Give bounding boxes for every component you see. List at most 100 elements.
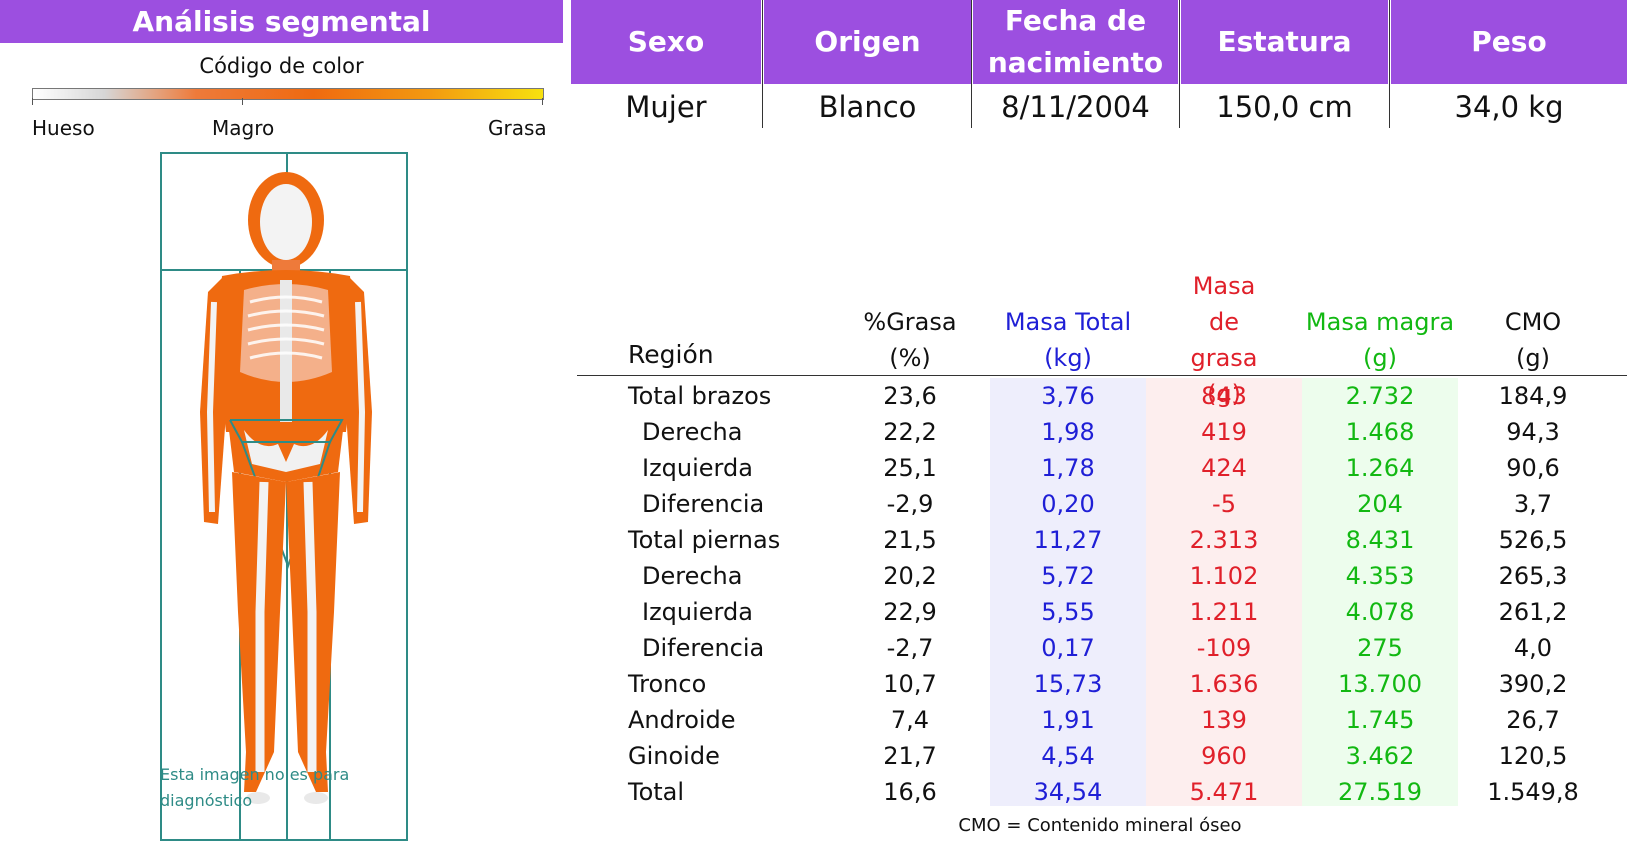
row-cell: 1.211 — [1189, 598, 1259, 626]
scale-tick — [242, 98, 243, 105]
footnote: CMO = Contenido mineral óseo — [958, 815, 1242, 836]
row-region-label: Izquierda — [642, 454, 753, 482]
table-row: Derecha 20,2 5,72 1.102 4.353 265,3 — [0, 558, 1627, 594]
row-cell: 1.549,8 — [1487, 778, 1579, 806]
table-row: Derecha 22,2 1,98 419 1.468 94,3 — [0, 414, 1627, 450]
row-cell: 21,7 — [883, 742, 937, 770]
row-region-label: Izquierda — [642, 598, 753, 626]
row-cell: 184,9 — [1498, 382, 1568, 410]
table-row: Androide 7,4 1,91 139 1.745 26,7 — [0, 702, 1627, 738]
row-cell: 2.732 — [1345, 382, 1415, 410]
row-cell: 265,3 — [1498, 562, 1568, 590]
row-cell: -2,7 — [886, 634, 934, 662]
body-scan-image — [160, 152, 408, 841]
col-header-bmc: CMO (g) — [1504, 308, 1562, 372]
row-region-label: Derecha — [642, 418, 743, 446]
row-cell: 4,54 — [1041, 742, 1095, 770]
color-code-label: Código de color — [199, 54, 364, 78]
row-cell: 3,7 — [1513, 490, 1553, 518]
masa-grasa-column-bg — [1146, 378, 1302, 806]
row-cell: 3,76 — [1041, 382, 1095, 410]
row-region-label: Androide — [628, 706, 736, 734]
row-region-label: Derecha — [642, 562, 743, 590]
header-birthdate: Fecha de nacimiento — [973, 0, 1178, 84]
col-header-lean-mass: Masa magra (g) — [1305, 308, 1455, 372]
row-cell: 20,2 — [883, 562, 937, 590]
row-cell: 90,6 — [1506, 454, 1560, 482]
table-row: Tronco 10,7 15,73 1.636 13.700 390,2 — [0, 666, 1627, 702]
segmental-analysis-title: Análisis segmental — [0, 0, 563, 43]
row-cell: 16,6 — [883, 778, 937, 806]
header-origin: Origen — [764, 0, 971, 84]
row-cell: 7,4 — [890, 706, 930, 734]
row-region-label: Total piernas — [628, 526, 781, 554]
row-cell: 526,5 — [1498, 526, 1568, 554]
row-cell: 2.313 — [1189, 526, 1259, 554]
row-region-label: Total brazos — [628, 382, 772, 410]
table-row: Ginoide 21,7 4,54 960 3.462 120,5 — [0, 738, 1627, 774]
row-cell: 1.468 — [1345, 418, 1415, 446]
col-header-pct-fat: %Grasa (%) — [863, 308, 957, 372]
header-height: Estatura — [1181, 0, 1388, 84]
row-cell: 1.745 — [1345, 706, 1415, 734]
row-cell: 22,2 — [883, 418, 937, 446]
table-row: Total piernas 21,5 11,27 2.313 8.431 526,5 — [0, 522, 1627, 558]
table-row: Izquierda 25,1 1,78 424 1.264 90,6 — [0, 450, 1627, 486]
patient-info-table: Sexo Origen Fecha de nacimiento Estatura… — [571, 0, 1627, 130]
row-cell: 25,1 — [883, 454, 937, 482]
row-cell: 5,55 — [1041, 598, 1095, 626]
color-scale-bar — [32, 88, 544, 100]
watermark-text: Esta imagen no es para diagnóstico — [160, 765, 350, 810]
row-cell: -109 — [1196, 634, 1252, 662]
value-origin: Blanco — [818, 90, 917, 124]
row-cell: 4.353 — [1345, 562, 1415, 590]
row-cell: 1,78 — [1041, 454, 1095, 482]
row-cell: 1,91 — [1041, 706, 1095, 734]
row-region-label: Total — [628, 778, 685, 806]
row-cell: 4,0 — [1513, 634, 1553, 662]
row-region-label: Diferencia — [642, 634, 765, 662]
row-cell: 390,2 — [1498, 670, 1568, 698]
row-region-label: Tronco — [628, 670, 707, 698]
value-weight: 34,0 kg — [1454, 90, 1564, 124]
value-sex: Mujer — [625, 90, 707, 124]
scale-tick — [542, 98, 543, 105]
table-row: Diferencia -2,9 0,20 -5 204 3,7 — [0, 486, 1627, 522]
column-divider — [1389, 0, 1390, 128]
table-row: Izquierda 22,9 5,55 1.211 4.078 261,2 — [0, 594, 1627, 630]
row-cell: 21,5 — [883, 526, 937, 554]
row-cell: 275 — [1357, 634, 1403, 662]
row-cell: 1.102 — [1189, 562, 1259, 590]
row-region-label: Diferencia — [642, 490, 765, 518]
row-cell: 10,7 — [883, 670, 937, 698]
col-header-total-mass: Masa Total (kg) — [1004, 308, 1132, 372]
row-cell: -2,9 — [886, 490, 934, 518]
row-cell: 1.264 — [1345, 454, 1415, 482]
value-birthdate: 8/11/2004 — [1001, 90, 1150, 124]
row-cell: 8.431 — [1345, 526, 1415, 554]
value-height: 150,0 cm — [1216, 90, 1353, 124]
table-row: Total brazos 23,6 3,76 843 2.732 184,9 — [0, 378, 1627, 414]
table-row: Total 16,6 34,54 5.471 27.519 1.549,8 — [0, 774, 1627, 810]
table-row: Diferencia -2,7 0,17 -109 275 4,0 — [0, 630, 1627, 666]
row-cell: 960 — [1201, 742, 1247, 770]
row-cell: 1.636 — [1189, 670, 1259, 698]
scale-tick — [32, 98, 33, 105]
column-divider — [971, 0, 972, 128]
row-cell: 261,2 — [1498, 598, 1568, 626]
row-cell: 0,17 — [1041, 634, 1095, 662]
row-cell: 843 — [1201, 382, 1247, 410]
row-cell: 34,54 — [1033, 778, 1103, 806]
header-rule — [577, 375, 1627, 376]
col-header-fat-mass: Masa de grasa (g) — [1190, 272, 1258, 408]
row-cell: 4.078 — [1345, 598, 1415, 626]
masa-magra-column-bg — [1302, 378, 1458, 806]
row-cell: 94,3 — [1506, 418, 1560, 446]
scale-label-fat: Grasa — [488, 116, 547, 140]
scale-label-lean: Magro — [212, 116, 275, 140]
row-cell: 1,98 — [1041, 418, 1095, 446]
row-cell: 0,20 — [1041, 490, 1095, 518]
scale-label-bone: Hueso — [32, 116, 95, 140]
row-cell: 23,6 — [883, 382, 937, 410]
row-cell: 120,5 — [1498, 742, 1568, 770]
